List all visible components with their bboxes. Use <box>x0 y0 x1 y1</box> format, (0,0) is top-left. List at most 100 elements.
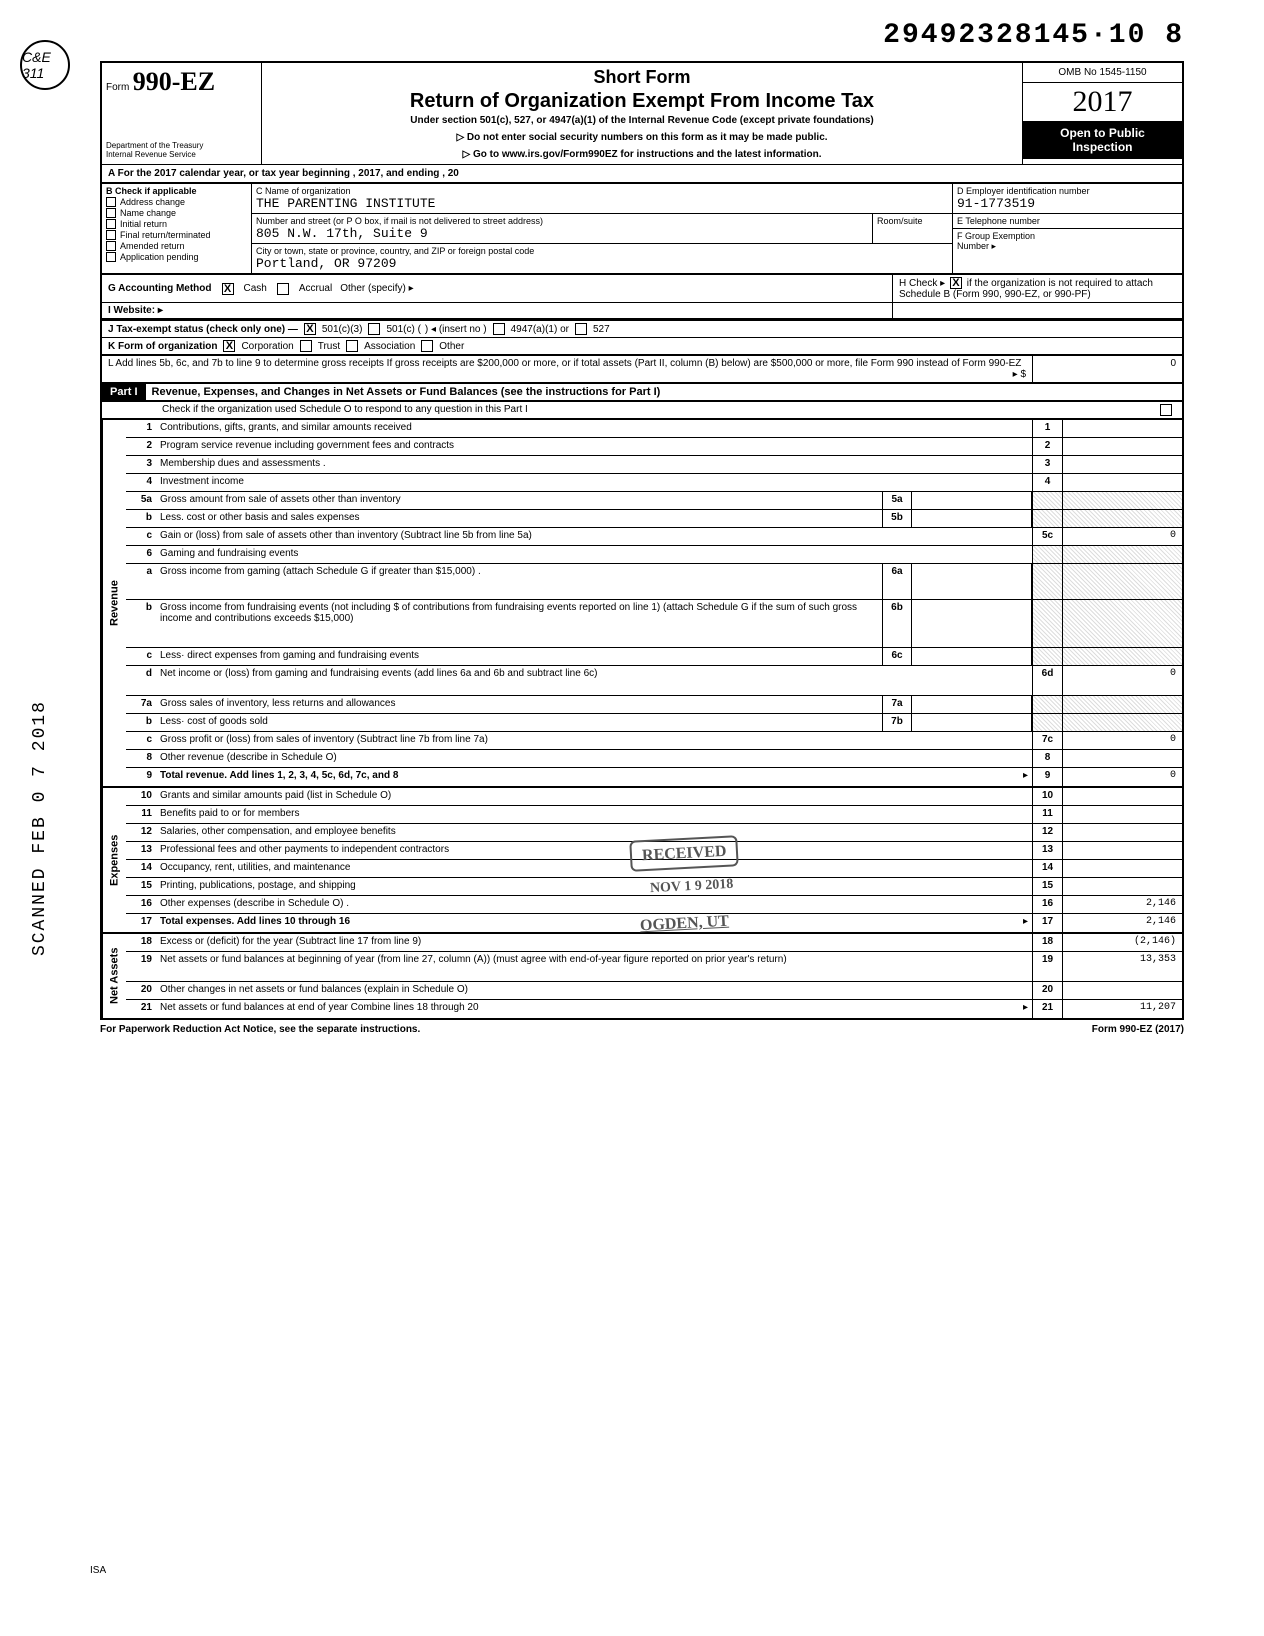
instr-url: ▷ Go to www.irs.gov/Form990EZ for instru… <box>270 149 1014 160</box>
side-badge: C&E 311 <box>20 40 70 90</box>
telephone-label: E Telephone number <box>953 214 1182 229</box>
isa-mark: ISA <box>90 1565 106 1576</box>
omb-number: OMB No 1545-1150 <box>1023 63 1182 83</box>
chk-trust[interactable] <box>300 340 312 352</box>
revenue-section: Revenue 1Contributions, gifts, grants, a… <box>100 420 1184 788</box>
line-5c: Gain or (loss) from sale of assets other… <box>156 528 1032 545</box>
chk-corporation[interactable]: X <box>223 340 235 352</box>
row-g-label: G Accounting Method <box>108 283 212 294</box>
row-l-arrow: ▸ $ <box>1013 369 1026 380</box>
line-7a: Gross sales of inventory, less returns a… <box>156 696 882 713</box>
row-i-website: I Website: ▸ <box>108 305 163 316</box>
chk-other-org[interactable] <box>421 340 433 352</box>
chk-final-return[interactable] <box>106 230 116 240</box>
part1-header-row: Part I Revenue, Expenses, and Changes in… <box>100 384 1184 402</box>
open-to-public: Open to Public Inspection <box>1023 122 1182 159</box>
line-20: Other changes in net assets or fund bala… <box>156 982 1032 999</box>
amt-19: 13,353 <box>1062 952 1182 981</box>
line-6: Gaming and fundraising events <box>156 546 1032 563</box>
chk-4947[interactable] <box>493 323 505 335</box>
chk-accrual[interactable] <box>277 283 289 295</box>
form-prefix: Form <box>106 82 129 93</box>
ein-label: D Employer identification number <box>957 186 1178 196</box>
line-2: Program service revenue including govern… <box>156 438 1032 455</box>
chk-schedule-b[interactable]: X <box>950 277 962 289</box>
part1-title: Revenue, Expenses, and Changes in Net As… <box>146 384 1182 400</box>
line-6a: Gross income from gaming (attach Schedul… <box>156 564 882 599</box>
line-6c: Less· direct expenses from gaming and fu… <box>156 648 882 665</box>
part1-check-o: Check if the organization used Schedule … <box>100 402 1184 420</box>
line-7b: Less· cost of goods sold <box>156 714 882 731</box>
name-label: C Name of organization <box>256 186 948 196</box>
title-return: Return of Organization Exempt From Incom… <box>270 90 1014 113</box>
part1-badge: Part I <box>102 384 146 400</box>
chk-initial-return[interactable] <box>106 219 116 229</box>
chk-527[interactable] <box>575 323 587 335</box>
chk-schedule-o[interactable] <box>1160 404 1172 416</box>
line-17: Total expenses. Add lines 10 through 16 … <box>156 914 1032 932</box>
footer-right: Form 990-EZ (2017) <box>1092 1024 1184 1035</box>
room-suite-label: Room/suite <box>872 214 952 243</box>
line-16: Other expenses (describe in Schedule O) … <box>156 896 1032 913</box>
line-9: Total revenue. Add lines 1, 2, 3, 4, 5c,… <box>156 768 1032 786</box>
expenses-tab: Expenses <box>102 788 126 932</box>
line-11: Benefits paid to or for members <box>156 806 1032 823</box>
line-21: Net assets or fund balances at end of ye… <box>156 1000 1032 1018</box>
title-short-form: Short Form <box>270 67 1014 88</box>
line-7c: Gross profit or (loss) from sales of inv… <box>156 732 1032 749</box>
line-8: Other revenue (describe in Schedule O) <box>156 750 1032 767</box>
city-label: City or town, state or province, country… <box>256 246 948 256</box>
line-15: Printing, publications, postage, and shi… <box>156 878 1032 895</box>
amt-17: 2,146 <box>1062 914 1182 932</box>
chk-501c3[interactable]: X <box>304 323 316 335</box>
street-label: Number and street (or P O box, if mail i… <box>256 216 868 226</box>
line-1: Contributions, gifts, grants, and simila… <box>156 420 1032 437</box>
line-19: Net assets or fund balances at beginning… <box>156 952 1032 981</box>
amt-16: 2,146 <box>1062 896 1182 913</box>
amt-18: (2,146) <box>1062 934 1182 951</box>
netassets-tab: Net Assets <box>102 934 126 1018</box>
line-6b: Gross income from fundraising events (no… <box>156 600 882 647</box>
line-3: Membership dues and assessments . <box>156 456 1032 473</box>
amt-6d: 0 <box>1062 666 1182 695</box>
instr-ssn: ▷ Do not enter social security numbers o… <box>270 132 1014 143</box>
chk-pending[interactable] <box>106 252 116 262</box>
group-exemption-number: Number ▸ <box>957 241 1178 252</box>
org-name: THE PARENTING INSTITUTE <box>256 196 948 211</box>
chk-cash[interactable]: X <box>222 283 234 295</box>
ein-value: 91-1773519 <box>957 196 1178 211</box>
tax-year: 2017 <box>1023 83 1182 122</box>
scanned-stamp: SCANNED FEB 0 7 2018 <box>30 700 50 956</box>
revenue-tab: Revenue <box>102 420 126 786</box>
row-a-calendar-year: A For the 2017 calendar year, or tax yea… <box>100 165 1184 184</box>
form-number: 990-EZ <box>133 67 215 96</box>
rows-ghi: G Accounting Method XCash Accrual Other … <box>100 275 1184 321</box>
expenses-section: Expenses 10Grants and similar amounts pa… <box>100 788 1184 934</box>
dept-line2: Internal Revenue Service <box>106 151 257 160</box>
section-b-header: B Check if applicable <box>106 186 247 196</box>
city-value: Portland, OR 97209 <box>256 256 948 271</box>
amt-7c: 0 <box>1062 732 1182 749</box>
chk-name-change[interactable] <box>106 208 116 218</box>
row-j-label: J Tax-exempt status (check only one) — <box>108 324 298 335</box>
line-12: Salaries, other compensation, and employ… <box>156 824 1032 841</box>
chk-amended[interactable] <box>106 241 116 251</box>
form-header: Form 990-EZ Department of the Treasury I… <box>100 61 1184 165</box>
street-value: 805 N.W. 17th, Suite 9 <box>256 226 868 241</box>
row-h-text1: H Check ▸ <box>899 278 945 289</box>
line-5b: Less. cost or other basis and sales expe… <box>156 510 882 527</box>
amt-9: 0 <box>1062 768 1182 786</box>
chk-501c[interactable] <box>368 323 380 335</box>
group-exemption-label: F Group Exemption <box>957 231 1178 241</box>
section-bcdef: B Check if applicable Address change Nam… <box>100 184 1184 275</box>
line-14: Occupancy, rent, utilities, and maintena… <box>156 860 1032 877</box>
amt-5c: 0 <box>1062 528 1182 545</box>
row-l-text: L Add lines 5b, 6c, and 7b to line 9 to … <box>108 358 1021 369</box>
line-10: Grants and similar amounts paid (list in… <box>156 788 1032 805</box>
chk-association[interactable] <box>346 340 358 352</box>
line-13: Professional fees and other payments to … <box>156 842 1032 859</box>
footer-left: For Paperwork Reduction Act Notice, see … <box>100 1024 420 1035</box>
line-6d: Net income or (loss) from gaming and fun… <box>156 666 1032 695</box>
document-number: 29492328145·10 8 <box>100 20 1184 51</box>
chk-address-change[interactable] <box>106 197 116 207</box>
